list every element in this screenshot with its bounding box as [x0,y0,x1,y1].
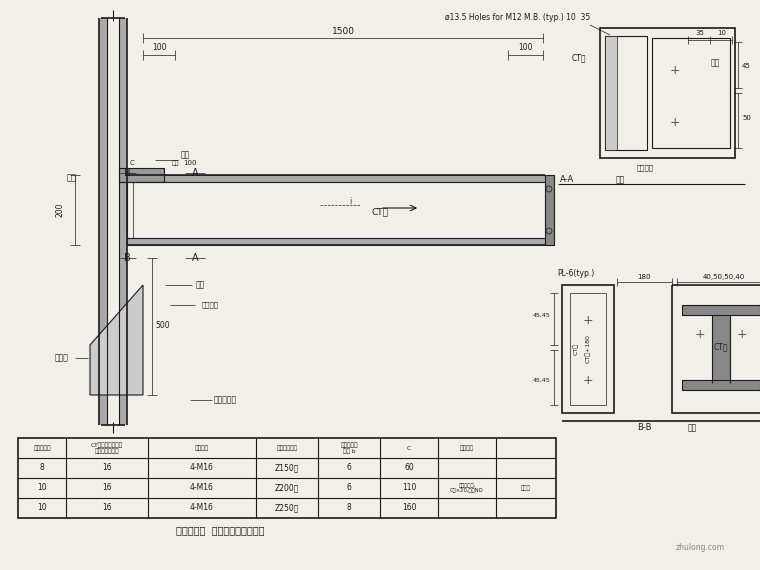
Text: CT架槽板厚度高度
螺栓数目、直径: CT架槽板厚度高度 螺栓数目、直径 [91,442,123,454]
Text: CT架: CT架 [372,207,388,217]
Text: i: i [349,197,351,206]
Text: 8: 8 [40,463,44,473]
Bar [605,36,647,150]
Text: 10: 10 [717,30,727,36]
Text: 200: 200 [55,203,65,217]
Text: 钢柱: 钢柱 [67,173,77,182]
Text: B-B: B-B [637,424,651,433]
Text: +: + [583,373,594,386]
Text: 110: 110 [402,483,416,492]
Text: 16: 16 [102,463,112,473]
Text: 500: 500 [156,321,170,331]
Text: 45,45: 45,45 [532,377,550,382]
Text: 檩条: 檩条 [180,150,190,160]
Text: +: + [736,328,747,341]
Text: CT架: CT架 [714,343,728,352]
Text: 40,50,50,40: 40,50,50,40 [703,274,745,280]
Bar [712,315,730,383]
Text: 16: 16 [102,503,112,512]
Text: Z150型: Z150型 [275,463,299,473]
Text: ø13.5 Holes for M12 M.B. (typ.) 10  35: ø13.5 Holes for M12 M.B. (typ.) 10 35 [445,14,591,22]
Text: A: A [192,253,198,263]
Text: 洗水流: 洗水流 [521,485,531,491]
Text: 1500: 1500 [331,26,354,35]
Text: 檩梁托板厚度: 檩梁托板厚度 [277,445,297,451]
Text: zhulong.com: zhulong.com [676,544,724,552]
Text: 180: 180 [637,274,651,280]
Polygon shape [90,285,143,395]
Text: 50: 50 [742,115,751,121]
Text: 45: 45 [742,63,751,69]
Text: 6: 6 [347,463,351,473]
Text: 6: 6 [347,483,351,492]
Text: 4-M16: 4-M16 [190,483,214,492]
Text: 10: 10 [37,483,47,492]
Bar [119,18,127,425]
Text: 刀型端板处: 刀型端板处 [214,396,236,405]
Text: 4-M16: 4-M16 [190,463,214,473]
Text: Z200型: Z200型 [275,483,299,492]
Text: 4-M16: 4-M16 [190,503,214,512]
Text: 雨披详图一  （与钢柱边框相连）: 雨披详图一 （与钢柱边框相连） [176,525,264,535]
Text: +: + [583,314,594,327]
Text: B: B [124,253,131,263]
Bar [119,168,164,182]
Text: 当内内标符,
C为×20,光滑NO: 当内内标符, C为×20,光滑NO [450,483,484,494]
Text: 100: 100 [518,43,532,52]
Bar [570,293,606,405]
Text: 槽宽: 槽宽 [171,160,179,166]
Text: +: + [670,63,680,76]
Text: 加劲板: 加劲板 [55,353,69,363]
Bar [545,175,554,245]
Bar [605,36,617,150]
Bar [682,305,760,315]
Text: 16: 16 [102,483,112,492]
Bar [682,380,760,390]
Bar [600,28,735,158]
Text: 檩梁托板孔
间距 b: 檩梁托板孔 间距 b [340,442,358,454]
Text: 雨披数量: 雨披数量 [460,445,474,451]
Text: 45,45: 45,45 [532,312,550,317]
Text: 地架: 地架 [711,59,720,67]
Text: 檩条拉条: 檩条拉条 [201,302,219,308]
Text: A: A [192,168,198,178]
Text: A-A: A-A [560,176,575,185]
Text: +: + [670,116,680,129]
Text: 断面: 断面 [687,424,697,433]
Text: 60: 60 [404,463,414,473]
Text: Z250型: Z250型 [275,503,299,512]
Text: 100: 100 [183,160,197,166]
Text: 160: 160 [402,503,416,512]
Text: 檩条: 檩条 [195,280,204,290]
Text: 10: 10 [37,503,47,512]
Text: C: C [130,160,135,166]
Text: CT架: CT架 [573,343,579,355]
Bar [652,38,730,148]
Text: CT架+180: CT架+180 [585,335,591,364]
Text: 滑撑孔距: 滑撑孔距 [637,165,654,172]
Text: 檩梁规格: 檩梁规格 [195,445,209,451]
Text: +: + [695,328,705,341]
Text: 35: 35 [695,30,705,36]
Bar [672,285,760,413]
Text: PL-6(typ.): PL-6(typ.) [557,268,594,278]
Text: C: C [407,446,411,450]
Text: 100: 100 [152,43,166,52]
Bar [127,175,545,182]
Text: 加劲板厚度: 加劲板厚度 [33,445,51,451]
Bar [18,438,556,518]
Bar [562,285,614,413]
Text: 断面: 断面 [616,176,625,185]
Text: CT架: CT架 [572,54,587,63]
Bar [127,238,545,245]
Text: B: B [124,168,131,178]
Text: 8: 8 [347,503,351,512]
Bar [99,18,107,425]
